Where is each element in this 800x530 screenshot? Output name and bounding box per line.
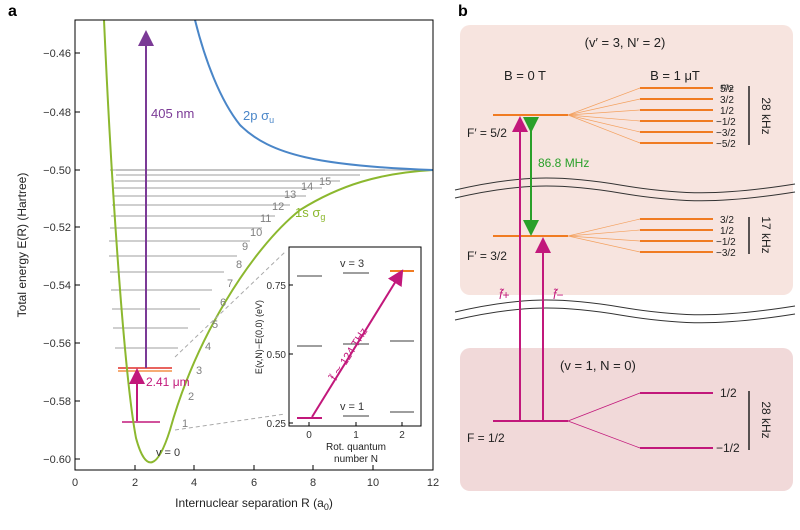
inset-connector [174, 251, 286, 358]
inset-x-label: number N [334, 454, 378, 465]
v-label: 7 [227, 278, 233, 290]
x-tick: 12 [427, 477, 439, 489]
x-tick: 8 [310, 477, 316, 489]
zeeman-fan-52 [567, 87, 641, 144]
y-tick: −0.58 [43, 396, 71, 408]
mf-label: −1/2 [716, 237, 736, 248]
x-tick: 10 [367, 477, 379, 489]
lower-state-title: (v = 1, N = 0) [560, 358, 636, 373]
uv-transition-label: 405 nm [151, 106, 194, 121]
inset-chart: v = 3 v = 1 f̃ ≃ 124 THz 0.75 0.50 0.25 … [254, 243, 425, 465]
y-tick: −0.54 [43, 280, 71, 292]
ground-state-curve [103, 20, 433, 464]
inset-y-label: E(v,N)−E(0,0) (eV) [254, 300, 264, 374]
mf-label: −3/2 [716, 128, 736, 139]
panel-b-label: b [458, 3, 468, 20]
khz-label: 28 kHz [759, 97, 773, 134]
zeeman-levels-52 [640, 87, 713, 144]
vibrational-levels [109, 169, 385, 349]
x-tick: 0 [72, 477, 78, 489]
x-axis: 0 2 4 6 8 10 12 [72, 465, 439, 489]
y-axis: −0.46 −0.48 −0.50 −0.52 −0.54 −0.56 −0.5… [43, 48, 80, 466]
hyperfine-label: 86.8 MHz [538, 156, 589, 170]
y-tick: −0.60 [43, 454, 71, 466]
v-label: 9 [242, 241, 248, 253]
axis-break [454, 177, 796, 324]
v-label: 1 [182, 418, 188, 430]
field-zero-label: B = 0 T [504, 68, 546, 83]
khz-label: 28 kHz [759, 401, 773, 438]
inset-x-tick: 2 [399, 430, 405, 441]
y-tick: −0.52 [43, 222, 71, 234]
mf-label: −3/2 [716, 248, 736, 259]
y-tick: −0.56 [43, 338, 71, 350]
v-label: 3 [196, 365, 202, 377]
x-tick: 4 [191, 477, 197, 489]
mf-header: mF [721, 82, 734, 94]
excited-state-curve [194, 20, 433, 171]
y-axis-label: Total energy E(R) (Hartree) [15, 173, 29, 318]
v-label: v = 0 [156, 447, 180, 459]
v-label: 6 [220, 297, 226, 309]
v-label: 13 [284, 189, 296, 201]
inset-v1-label: v = 1 [340, 401, 364, 413]
f-12-label: F = 1/2 [467, 431, 505, 445]
x-tick: 6 [251, 477, 257, 489]
zeeman-fan-32 [567, 218, 641, 253]
mf-label: 3/2 [720, 215, 734, 226]
upper-state-title: (v′ = 3, N′ = 2) [585, 35, 666, 50]
ir-transition-label: 2.41 μm [146, 375, 190, 389]
f-minus-label: f̃− [553, 287, 563, 302]
ground-curve-label: 1s σg [295, 205, 325, 222]
mf-label: −1/2 [716, 117, 736, 128]
mf-label: 5/2 [720, 84, 734, 95]
inset-y-tick: 0.75 [267, 281, 287, 292]
v-label: 14 [301, 181, 313, 193]
v-label: 11 [260, 213, 271, 225]
inset-transition-arrow [311, 269, 404, 418]
v-label: 10 [250, 227, 262, 239]
inset-x-tick: 0 [306, 430, 312, 441]
v-label: 15 [319, 176, 331, 188]
x-tick: 2 [132, 477, 138, 489]
upper-state-box [460, 25, 793, 295]
v-label: 5 [212, 319, 218, 331]
v-label: 2 [188, 391, 194, 403]
inset-y-tick: 0.25 [267, 419, 287, 430]
excited-curve-label: 2p σu [243, 108, 274, 125]
y-tick: −0.50 [43, 165, 71, 177]
inset-connector [174, 413, 286, 431]
panel-a-label: a [8, 3, 17, 20]
zeeman-fan-12 [567, 392, 641, 449]
inset-x-label: Rot. quantum [326, 442, 386, 453]
inset-v3-label: v = 3 [340, 258, 364, 270]
inset-x-tick: 1 [353, 430, 359, 441]
inset-y-tick: 0.50 [267, 350, 287, 361]
y-tick: −0.48 [43, 107, 71, 119]
v-labels: v = 0 1 2 3 4 5 6 7 8 9 10 11 12 13 14 1… [156, 176, 331, 459]
x-axis-label: Internuclear separation R (a0) [175, 496, 333, 512]
potential-curves [103, 20, 433, 464]
zeeman-levels-32 [640, 218, 713, 253]
y-tick: −0.46 [43, 48, 71, 60]
f-plus-label: f̃+ [499, 287, 509, 302]
v-label: 4 [205, 341, 211, 353]
f-prime-52-label: F′ = 5/2 [467, 126, 507, 140]
mf-label: 3/2 [720, 95, 734, 106]
mf-label: −1/2 [716, 441, 740, 455]
khz-label: 17 kHz [759, 216, 773, 253]
mf-label: 1/2 [720, 226, 734, 237]
mf-label: 1/2 [720, 106, 734, 117]
mf-label: −5/2 [716, 139, 736, 150]
field-one-label: B = 1 μT [650, 68, 700, 83]
v-label: 8 [236, 259, 242, 271]
mf-label: 1/2 [720, 386, 737, 400]
f-prime-32-label: F′ = 3/2 [467, 249, 507, 263]
v-label: 12 [272, 201, 284, 213]
